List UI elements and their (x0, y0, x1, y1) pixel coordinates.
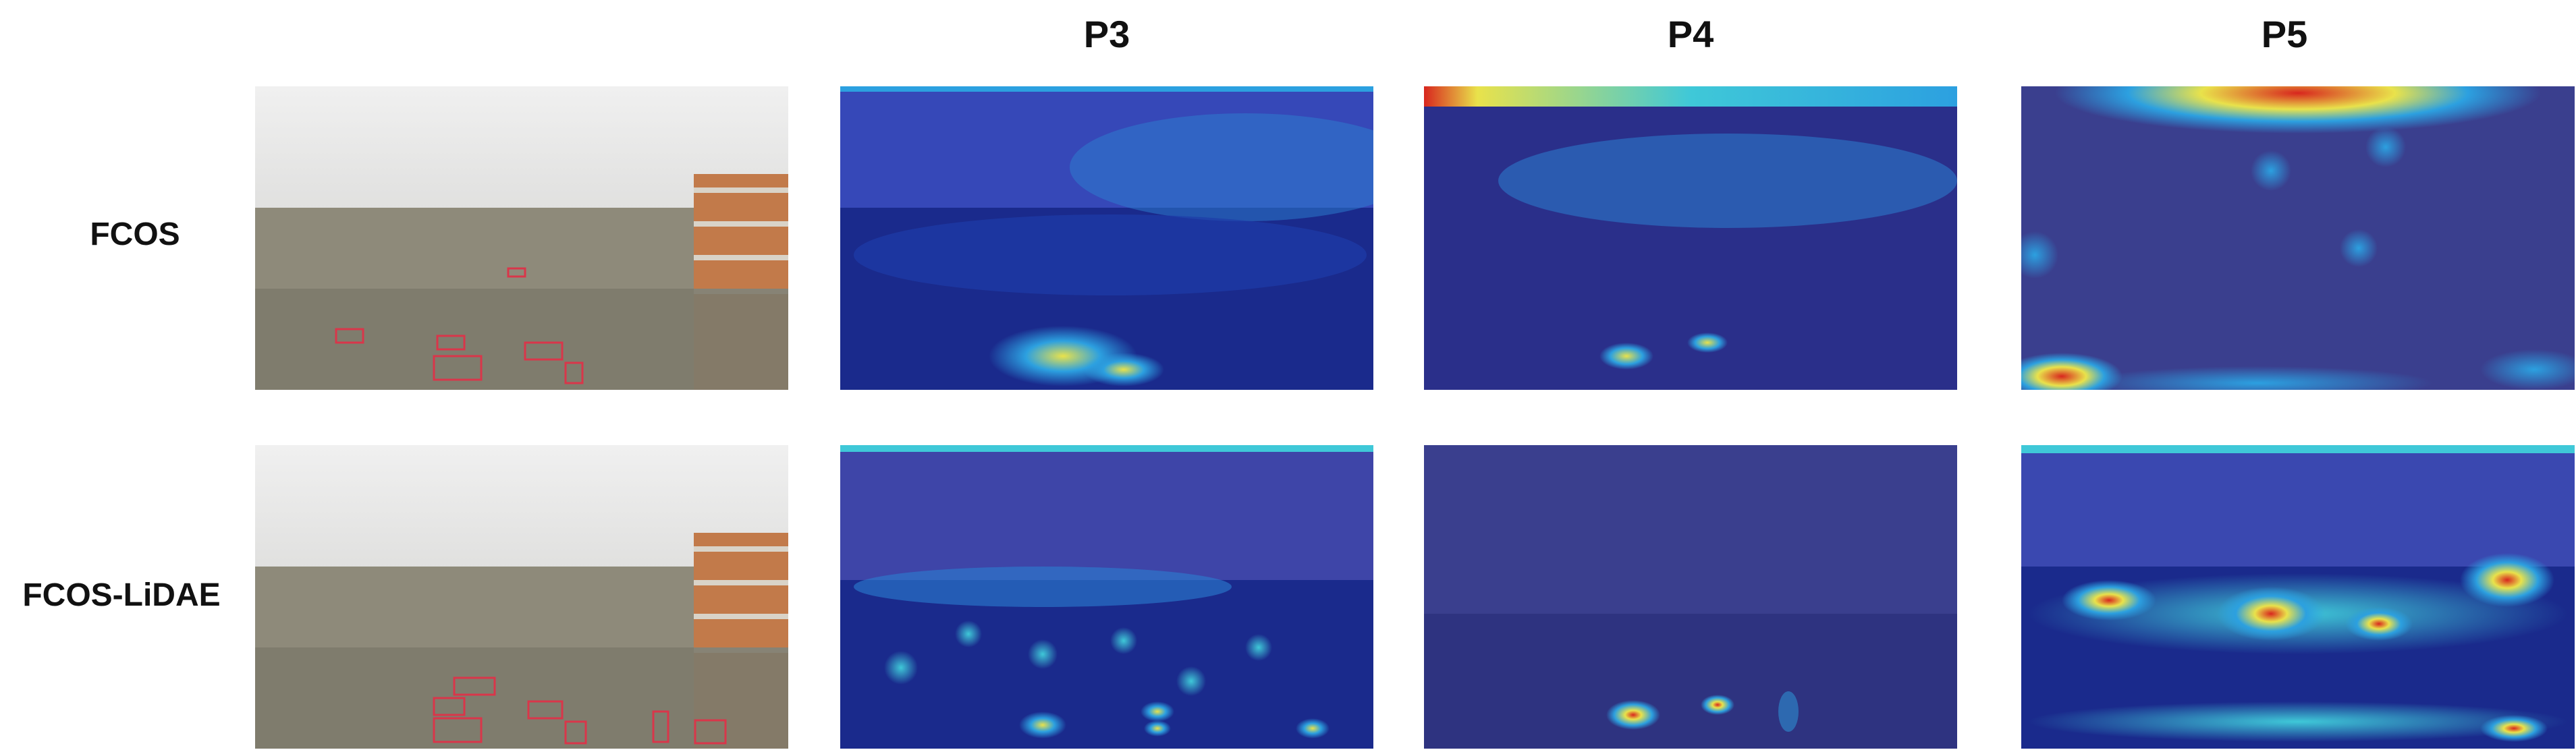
column-title-p5: P5 (2261, 13, 2308, 55)
fcos-lidae-detection-image (255, 445, 788, 749)
fcos-lidae-p3-heatmap (840, 445, 1373, 749)
fcos-p3-heatmap (840, 86, 1373, 390)
fcos-lidae-p5-heatmap (2021, 445, 2575, 749)
fcos-lidae-p4-heatmap (1424, 445, 1957, 749)
row-label-fcos-lidae: FCOS-LiDAE (22, 577, 221, 613)
fcos-p4-heatmap (1424, 86, 1957, 390)
fcos-p5-heatmap (2021, 86, 2575, 390)
row-label-fcos: FCOS (90, 216, 180, 252)
fcos-detection-image (255, 86, 788, 390)
column-title-p3: P3 (1083, 13, 1130, 55)
column-title-p4: P4 (1667, 13, 1714, 55)
